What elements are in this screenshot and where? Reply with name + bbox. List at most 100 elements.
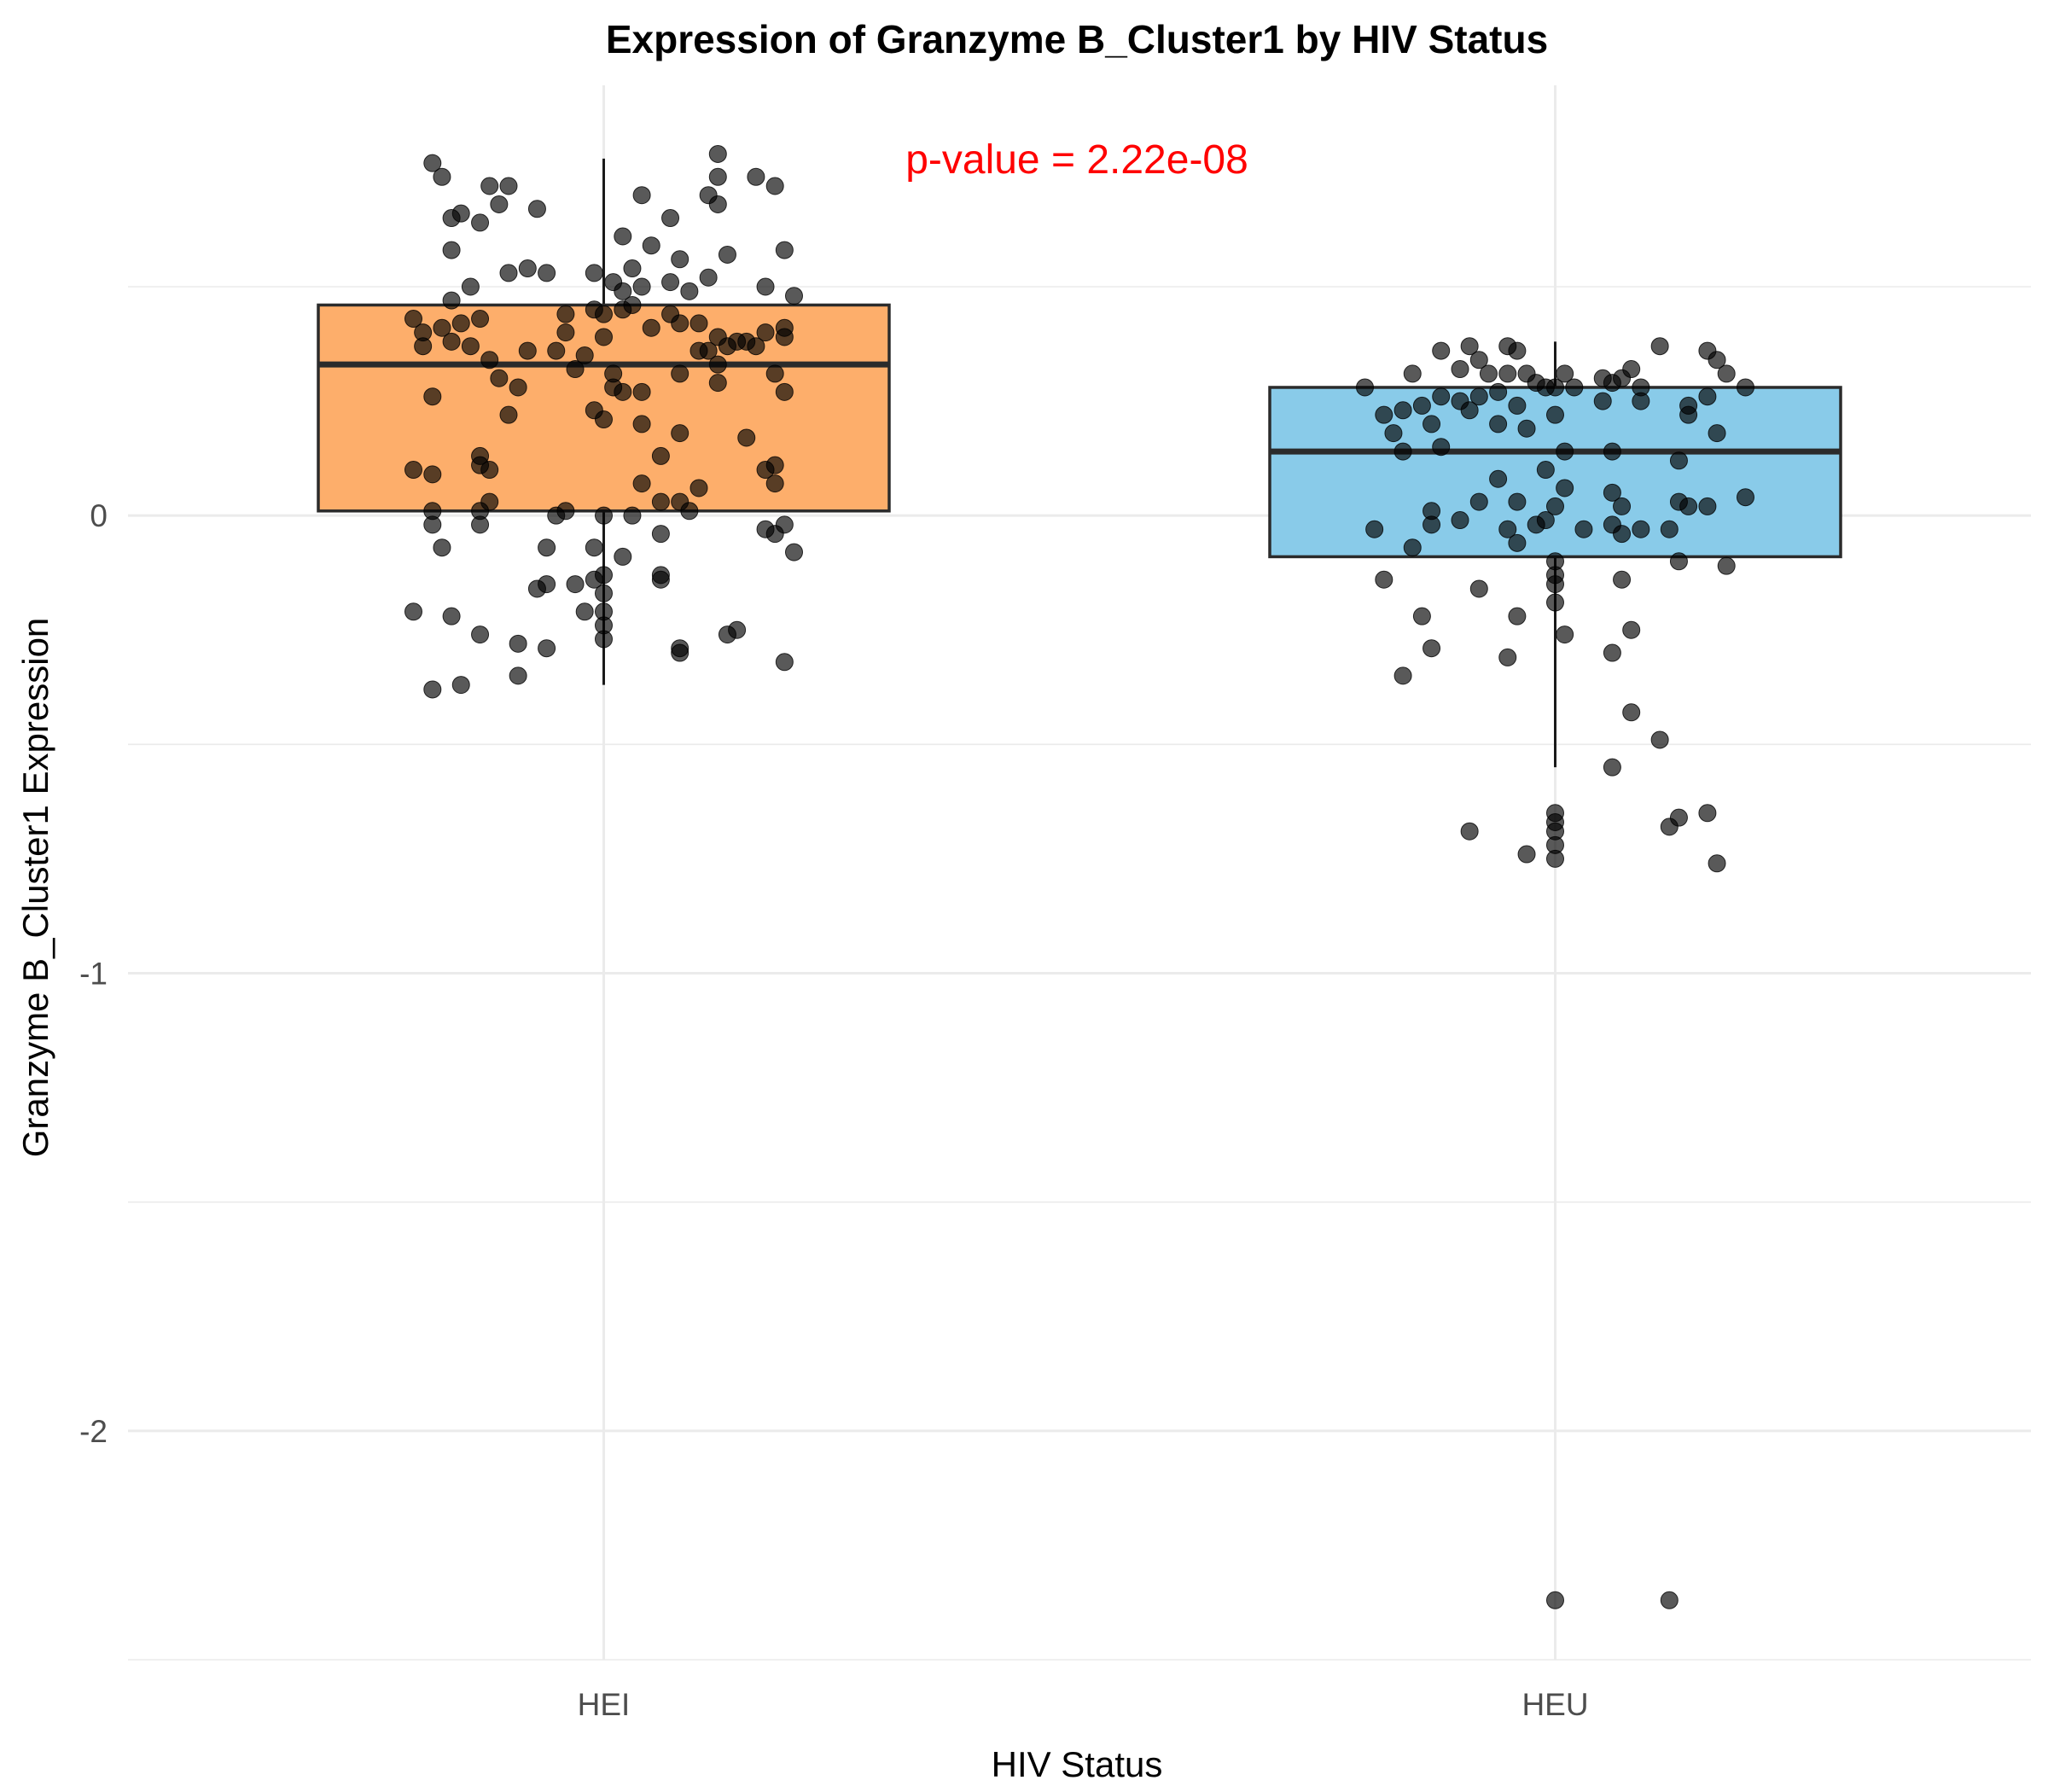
data-point <box>1460 401 1479 420</box>
data-point <box>1603 483 1621 502</box>
data-point <box>614 382 632 401</box>
boxplots <box>317 158 1842 768</box>
data-point <box>671 364 689 383</box>
data-point <box>575 602 594 621</box>
data-point <box>1423 515 1441 534</box>
data-point <box>632 382 651 401</box>
data-point <box>765 177 784 195</box>
data-point <box>442 332 461 351</box>
data-point <box>623 506 642 525</box>
data-point <box>1679 497 1698 515</box>
data-point <box>1556 479 1574 497</box>
data-point <box>1660 817 1679 836</box>
data-point <box>1469 351 1488 369</box>
data-point <box>775 382 794 401</box>
data-point <box>433 538 451 557</box>
data-point <box>680 502 699 521</box>
data-point <box>423 387 442 406</box>
data-point <box>1603 643 1621 662</box>
data-point <box>1469 492 1488 511</box>
data-point <box>1546 497 1564 515</box>
data-point <box>1508 533 1527 552</box>
data-point <box>1546 593 1564 612</box>
data-point <box>1679 405 1698 424</box>
data-point <box>632 277 651 296</box>
data-point <box>1669 552 1688 571</box>
data-point <box>1365 520 1384 538</box>
data-point <box>1717 556 1736 575</box>
data-point <box>1593 392 1612 410</box>
data-point <box>471 625 490 644</box>
data-point <box>1603 758 1621 777</box>
data-point <box>1423 639 1441 658</box>
data-point <box>527 579 546 598</box>
data-point <box>737 428 756 447</box>
data-point <box>595 410 613 429</box>
data-point <box>499 405 518 424</box>
data-point <box>1622 620 1641 639</box>
data-point <box>1660 1591 1679 1609</box>
data-point <box>1384 424 1403 443</box>
data-point <box>423 680 442 699</box>
data-point <box>671 643 689 662</box>
data-point <box>632 186 651 205</box>
data-point <box>1498 520 1517 538</box>
data-point <box>1460 822 1479 841</box>
data-point <box>765 474 784 493</box>
data-point <box>1622 703 1641 722</box>
data-point <box>433 167 451 186</box>
data-point <box>1517 419 1536 438</box>
data-point <box>747 167 765 186</box>
y-tick-label: -1 <box>79 956 108 991</box>
data-point <box>689 479 708 497</box>
data-point <box>1632 392 1650 410</box>
data-point <box>1432 438 1451 457</box>
data-point <box>499 264 518 282</box>
data-point <box>680 282 699 300</box>
data-point <box>595 506 613 525</box>
data-point <box>433 318 451 337</box>
data-point <box>1489 469 1508 488</box>
data-point <box>1603 442 1621 461</box>
data-point <box>718 245 736 264</box>
data-point <box>1393 401 1412 420</box>
data-point <box>1403 538 1422 557</box>
data-point <box>1622 360 1641 379</box>
data-point <box>1546 405 1564 424</box>
data-point <box>1508 607 1527 625</box>
data-point <box>1565 378 1584 397</box>
data-point <box>1460 337 1479 356</box>
data-point <box>423 465 442 484</box>
data-point <box>1469 387 1488 406</box>
data-point <box>1650 730 1669 749</box>
data-point <box>480 492 499 511</box>
data-point <box>1717 364 1736 383</box>
data-point <box>1517 845 1536 864</box>
data-point <box>547 506 566 525</box>
data-point <box>547 341 566 360</box>
data-point <box>699 186 718 205</box>
x-tick-label: HEI <box>578 1687 631 1722</box>
data-point <box>671 314 689 333</box>
data-point <box>708 355 727 374</box>
data-point <box>1546 575 1564 594</box>
data-point <box>595 630 613 649</box>
data-point <box>708 144 727 163</box>
data-point <box>775 241 794 259</box>
data-point <box>661 273 680 292</box>
x-tick-label: HEU <box>1521 1687 1588 1722</box>
data-point <box>499 177 518 195</box>
data-point <box>1469 579 1488 598</box>
data-point <box>1375 570 1393 589</box>
data-point <box>1708 854 1726 873</box>
y-tick-label: 0 <box>90 498 108 533</box>
data-point <box>1432 341 1451 360</box>
data-point <box>404 602 422 621</box>
data-point <box>585 264 603 282</box>
chart-title: Expression of Granzyme B_Cluster1 by HIV… <box>606 17 1548 61</box>
data-point <box>651 570 670 589</box>
data-point <box>1546 1591 1564 1609</box>
data-point <box>518 341 537 360</box>
data-point <box>632 415 651 433</box>
